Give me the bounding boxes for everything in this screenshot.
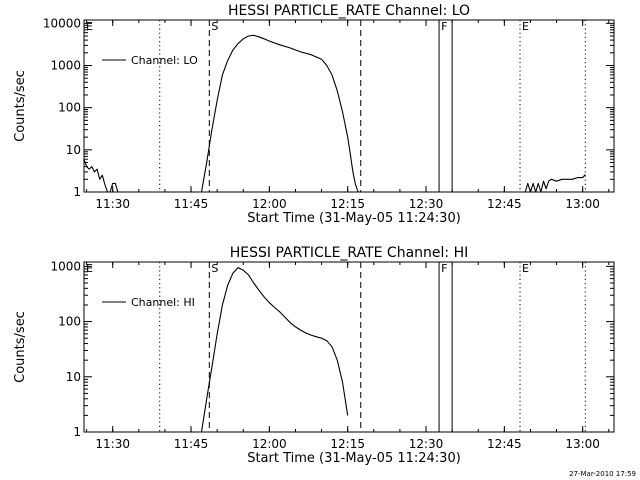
footer-timestamp: 27-Mar-2010 17:59 — [569, 470, 636, 478]
event-marker-label-0: E — [86, 262, 93, 275]
x-tick-label-3: 12:15 — [330, 437, 365, 451]
chart-panel-hi: HESSI PARTICLE_RATE Channel: HI 11:30 11:4… — [13, 245, 615, 466]
y-tick-label-2: 100 — [58, 101, 81, 115]
event-marker-label-2: S — [211, 262, 218, 275]
y-tick-label-3: 1000 — [50, 59, 81, 73]
x-tick-label-3: 12:15 — [330, 197, 365, 211]
series-line-segment-0 — [83, 159, 121, 193]
x-tick-label-4: 12:30 — [409, 197, 444, 211]
y-axis-label: Counts/sec — [13, 311, 28, 383]
event-marker-label-6: E — [522, 20, 529, 33]
y-tick-label-2: 100 — [58, 315, 81, 329]
x-tick-label-0: 11:30 — [95, 437, 130, 451]
x-tick-label-1: 11:45 — [174, 197, 209, 211]
event-marker-label-6: E — [522, 262, 529, 275]
legend-label: Channel: HI — [131, 296, 195, 309]
x-tick-label-5: 12:45 — [487, 197, 522, 211]
chart-title: HESSI PARTICLE_RATE Channel: HI — [230, 245, 468, 261]
x-tick-label-0: 11:30 — [95, 197, 130, 211]
y-tick-label-1: 10 — [66, 370, 81, 384]
x-axis-label: Start Time (31-May-05 11:24:30) — [247, 451, 461, 466]
y-tick-label-4: 10000 — [43, 16, 81, 30]
legend-label: Channel: LO — [131, 54, 198, 67]
x-tick-label-1: 11:45 — [174, 437, 209, 451]
event-marker-label-4: F — [441, 20, 447, 33]
x-tick-label-5: 12:45 — [487, 437, 522, 451]
plot-frame — [83, 19, 615, 193]
y-tick-label-0: 1 — [73, 185, 81, 199]
series-line-segment-2 — [524, 174, 586, 193]
y-axis-label: Counts/sec — [13, 70, 28, 142]
series-line-segment-0 — [200, 267, 349, 433]
x-tick-label-4: 12:30 — [409, 437, 444, 451]
x-tick-label-6: 13:00 — [565, 437, 600, 451]
x-tick-label-2: 12:00 — [252, 197, 287, 211]
y-tick-label-3: 1000 — [50, 259, 81, 273]
event-marker-label-4: F — [441, 262, 447, 275]
chart-panel-lo: HESSI PARTICLE_RATE Channel: LO 11:30 11:4… — [13, 3, 615, 226]
chart-title: HESSI PARTICLE_RATE Channel: LO — [228, 3, 470, 19]
plot-frame — [83, 261, 615, 433]
event-marker-label-0: E — [86, 20, 93, 33]
event-marker-label-2: S — [211, 20, 218, 33]
series-line-segment-1 — [200, 34, 359, 193]
y-tick-label-0: 1 — [73, 425, 81, 439]
x-axis-label: Start Time (31-May-05 11:24:30) — [247, 211, 461, 226]
x-tick-label-2: 12:00 — [252, 437, 287, 451]
y-tick-label-1: 10 — [66, 143, 81, 157]
x-tick-label-6: 13:00 — [565, 197, 600, 211]
